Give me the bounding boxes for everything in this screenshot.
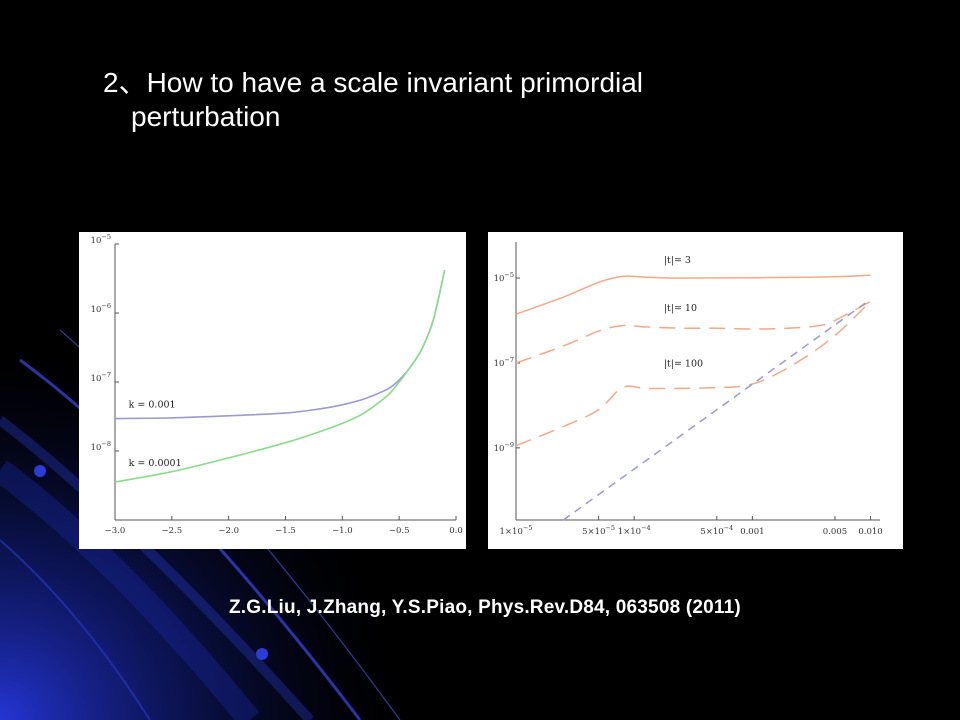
chart-right-panel: 1×10−5 5×10−5 1×10−4 5×10−4 0.001 0.005 0.010 1… xyxy=(488,232,903,549)
chart-left-panel: −3.0 −2.5 −2.0 −1.5 −1.0 −0.5 0.0 10−8 10−7 10−6 1… xyxy=(79,232,466,549)
y-tick-label: 10−5 xyxy=(494,271,514,284)
series-line xyxy=(562,298,871,521)
chart-left: −3.0 −2.5 −2.0 −1.5 −1.0 −0.5 0.0 10−8 10−7 10−6 1… xyxy=(91,233,463,536)
x-tick-label: 5×10−5 xyxy=(582,524,615,537)
y-tick-label: 10−8 xyxy=(91,440,111,453)
series-annotation: k = 0.001 xyxy=(129,400,176,411)
slide-title: 2、How to have a scale invariant primordi… xyxy=(103,66,803,134)
title-line-1: 2、How to have a scale invariant primordi… xyxy=(103,67,644,98)
x-tick-label: 0.0 xyxy=(449,526,463,536)
series-line xyxy=(515,300,872,447)
series-line xyxy=(515,300,871,364)
series-line xyxy=(114,270,446,420)
series-annotation: |t|= 3 xyxy=(664,255,691,266)
decor-dot xyxy=(34,465,46,477)
x-tick-label: −3.0 xyxy=(105,526,126,536)
series-line xyxy=(114,270,446,483)
x-tick-label: 0.001 xyxy=(740,527,764,537)
chart-right: 1×10−5 5×10−5 1×10−4 5×10−4 0.001 0.005 0.010 1… xyxy=(494,242,883,537)
x-tick-label: −2.0 xyxy=(218,526,239,536)
y-tick-label: 10−9 xyxy=(494,441,514,454)
series-line xyxy=(515,274,871,315)
x-tick-label: 0.010 xyxy=(858,527,882,537)
y-tick-label: 10−6 xyxy=(91,302,111,315)
series-annotation: k = 0.0001 xyxy=(129,458,182,469)
y-tick-label: 10−7 xyxy=(494,356,514,369)
decor-dot xyxy=(256,648,268,660)
y-tick-label: 10−7 xyxy=(91,371,111,384)
x-tick-label: 1×10−4 xyxy=(618,524,651,537)
x-tick-label: −1.5 xyxy=(275,526,296,536)
series-annotation: |t|= 100 xyxy=(664,358,703,369)
x-tick-label: −0.5 xyxy=(389,526,410,536)
x-tick-label: 5×10−4 xyxy=(700,524,733,537)
title-line-2: perturbation xyxy=(131,101,281,132)
x-tick-label: −1.0 xyxy=(332,526,353,536)
y-tick-label: 10−5 xyxy=(91,233,111,246)
reference-citation: Z.G.Liu, J.Zhang, Y.S.Piao, Phys.Rev.D84… xyxy=(229,597,741,618)
series-annotation: |t|= 10 xyxy=(664,303,697,314)
x-tick-label: 1×10−5 xyxy=(500,524,533,537)
x-tick-label: −2.5 xyxy=(162,526,183,536)
x-tick-label: 0.005 xyxy=(823,527,847,537)
